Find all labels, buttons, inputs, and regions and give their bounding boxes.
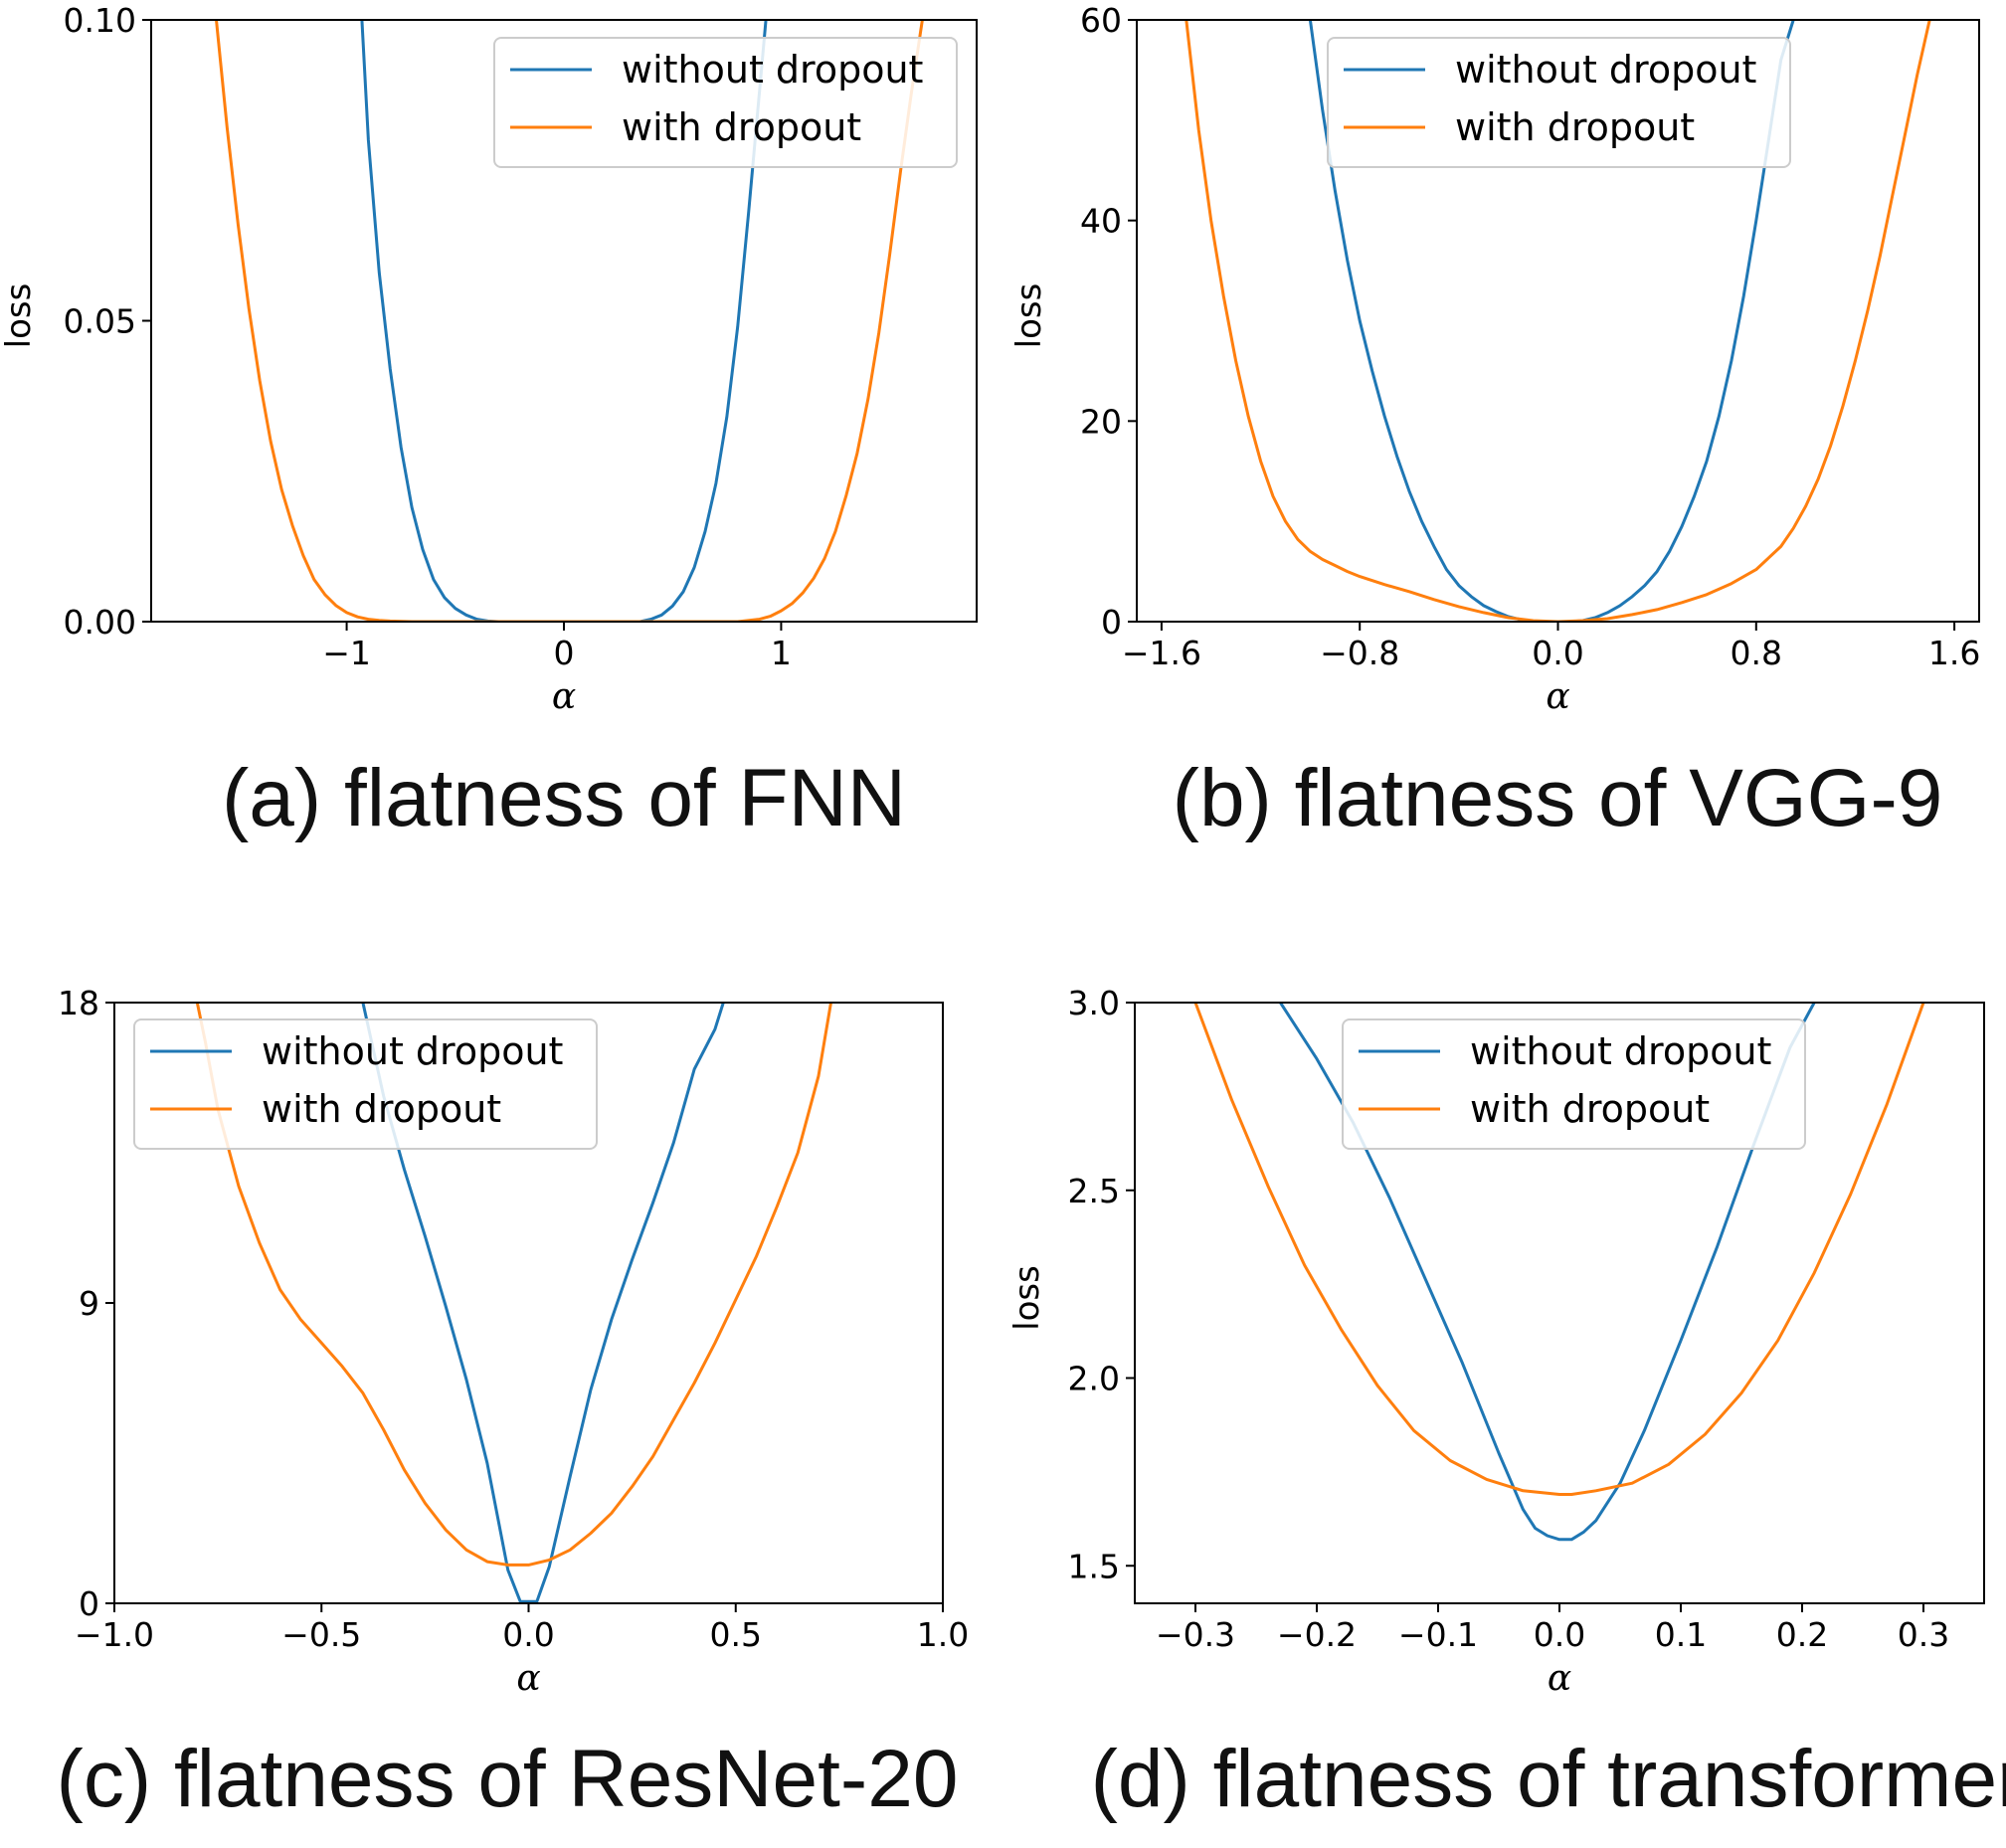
x-axis-label: α <box>1548 1658 1571 1699</box>
legend: without dropout with dropout <box>1327 37 1791 168</box>
y-tick-label: 3.0 <box>1068 984 1120 1022</box>
legend: without dropout with dropout <box>493 37 958 168</box>
x-tick-label: 0.3 <box>1898 1615 1949 1654</box>
y-axis-label: loss <box>1009 283 1049 349</box>
plot-area <box>1193 1003 1925 1542</box>
x-axis-label: α <box>516 1658 540 1699</box>
x-tick-label: 0.5 <box>710 1615 762 1654</box>
legend-label: without dropout <box>1455 48 1756 92</box>
panel-c: −1.0 −0.5 0.0 0.5 1.0 0 9 18 α loss without dropou… <box>0 984 969 1824</box>
legend-box <box>1327 37 1791 168</box>
series-line-without-dropout <box>360 20 768 622</box>
y-axis-label: loss <box>0 283 39 349</box>
x-tick-label: 0.0 <box>502 1615 554 1654</box>
y-tick-label: 18 <box>58 984 99 1022</box>
x-tick-label: −0.1 <box>1398 1615 1478 1654</box>
x-tick-label: 1.6 <box>1928 634 1980 672</box>
panel-b: −1.6 −0.8 0.0 0.8 1.6 0 20 40 60 α loss without dro… <box>1009 1 1980 843</box>
x-tick-label: −0.3 <box>1156 1615 1235 1654</box>
x-tick-label: 0.2 <box>1776 1615 1828 1654</box>
panel-caption: (a) flatness of FNN <box>222 753 906 843</box>
x-tick-label: −0.8 <box>1320 634 1399 672</box>
legend-label: with dropout <box>622 105 861 149</box>
y-tick-label: 0.05 <box>64 302 136 341</box>
x-tick-label: 1 <box>771 634 792 672</box>
legend-label: without dropout <box>262 1029 563 1073</box>
x-tick-label: 0.1 <box>1655 1615 1707 1654</box>
y-tick-label: 0.10 <box>64 1 136 40</box>
y-tick-label: 20 <box>1080 402 1122 441</box>
plot-area <box>215 20 924 622</box>
panel-caption: (d) flatness of transformer <box>1091 1734 2006 1824</box>
x-tick-label: 0.8 <box>1731 634 1782 672</box>
series-line-with-dropout <box>195 1003 832 1567</box>
series-line-without-dropout <box>1308 20 1795 622</box>
y-tick-label: 2.0 <box>1068 1360 1120 1398</box>
series-line-without-dropout <box>1279 1003 1816 1542</box>
legend-box <box>1342 1018 1806 1150</box>
x-tick-label: 0 <box>554 634 575 672</box>
plot-area <box>195 1003 832 1603</box>
x-axis-label: α <box>552 676 576 717</box>
y-tick-label: 0 <box>1101 603 1122 642</box>
panel-caption: (c) flatness of ResNet-20 <box>57 1734 959 1824</box>
series-line-with-dropout <box>215 20 924 622</box>
x-axis-label: α <box>1546 676 1569 717</box>
legend-label: without dropout <box>1470 1029 1771 1073</box>
y-tick-label: 1.5 <box>1068 1547 1120 1585</box>
y-axis-label: loss <box>1007 1265 1047 1331</box>
y-tick-label: 0 <box>79 1584 99 1623</box>
legend-label: with dropout <box>262 1087 501 1131</box>
y-tick-label: 60 <box>1080 1 1122 40</box>
panel-caption: (b) flatness of VGG-9 <box>1173 753 1943 843</box>
panel-d: −0.3 −0.2 −0.1 0.0 0.1 0.2 0.3 1.5 2.0 2.5 3.0 α los… <box>1007 984 2006 1824</box>
legend-box <box>133 1018 598 1150</box>
y-tick-label: 9 <box>79 1284 99 1323</box>
x-tick-label: −1 <box>322 634 371 672</box>
legend-label: with dropout <box>1455 105 1695 149</box>
y-tick-label: 0.00 <box>64 603 136 642</box>
series-line-without-dropout <box>361 1003 725 1603</box>
y-axis-label: loss <box>0 1265 2 1331</box>
x-tick-label: 0.0 <box>1532 634 1583 672</box>
y-tick-label: 40 <box>1080 202 1122 241</box>
legend-label: with dropout <box>1470 1087 1710 1131</box>
y-tick-label: 2.5 <box>1068 1172 1120 1210</box>
x-tick-label: 0.0 <box>1534 1615 1585 1654</box>
legend-label: without dropout <box>622 48 923 92</box>
x-tick-label: 1.0 <box>917 1615 969 1654</box>
x-tick-label: −0.5 <box>281 1615 361 1654</box>
legend-box <box>493 37 958 168</box>
x-tick-label: −0.2 <box>1277 1615 1357 1654</box>
x-tick-label: −1.0 <box>75 1615 154 1654</box>
legend: without dropout with dropout <box>1342 1018 1806 1150</box>
series-line-with-dropout <box>1193 1003 1925 1496</box>
legend: without dropout with dropout <box>133 1018 598 1150</box>
x-tick-label: −1.6 <box>1122 634 1201 672</box>
